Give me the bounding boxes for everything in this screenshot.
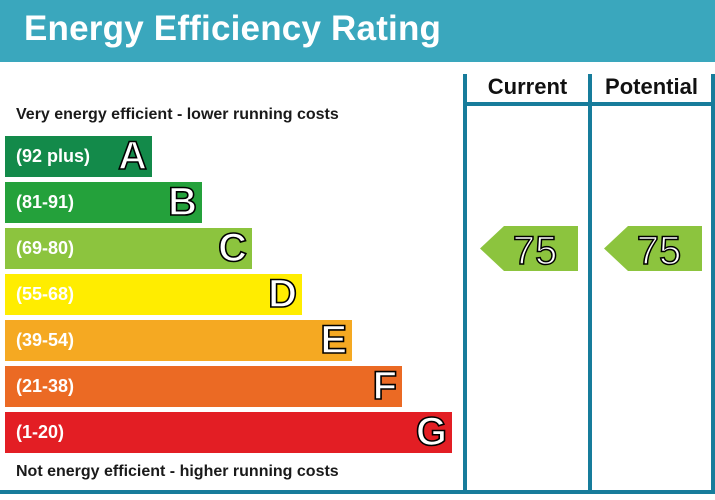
- potential-rating-arrow: 75: [604, 226, 702, 271]
- band-e: (39-54) E: [4, 317, 353, 363]
- band-b: (81-91) B: [4, 179, 203, 225]
- band-letter: C: [217, 225, 247, 271]
- band-range-label: (55-68): [16, 284, 75, 304]
- column-header-potential: Potential: [605, 74, 698, 99]
- band-f: (21-38) F: [4, 363, 403, 409]
- band-range-label: (69-80): [16, 238, 75, 258]
- band-range-label: (1-20): [16, 422, 65, 442]
- band-letter: A: [117, 133, 147, 179]
- bottom-caption: Not energy efficient - higher running co…: [16, 463, 339, 480]
- band-range-label: (92 plus): [16, 146, 91, 166]
- current-rating-value: 75: [513, 229, 558, 271]
- band-letter: D: [267, 271, 297, 317]
- band-g: (1-20) G: [4, 409, 453, 455]
- band-a: (92 plus) A: [4, 133, 153, 179]
- grid-line-left: [463, 74, 467, 494]
- band-letter: E: [320, 317, 348, 363]
- band-letter: G: [415, 409, 448, 455]
- current-rating-arrow: 75: [480, 226, 578, 271]
- potential-rating-arrow-shape: [604, 226, 702, 271]
- current-rating-arrow-shape: [480, 226, 578, 271]
- column-header-current: Current: [487, 74, 568, 99]
- band-range-label: (39-54): [16, 330, 75, 350]
- chart-title: Energy Efficiency Rating: [24, 9, 442, 48]
- band-c: (69-80) C: [4, 225, 253, 271]
- band-range-label: (81-91): [16, 192, 75, 212]
- band-d: (55-68) D: [4, 271, 303, 317]
- top-caption: Very energy efficient - lower running co…: [16, 106, 339, 123]
- band-letter: F: [372, 363, 398, 409]
- band-letter: B: [167, 179, 197, 225]
- band-range-label: (21-38): [16, 376, 75, 396]
- grid-line-bottom: [0, 490, 715, 494]
- grid-line-middle: [588, 74, 592, 494]
- potential-rating-value: 75: [637, 229, 682, 271]
- grid-line-header: [463, 102, 715, 106]
- header-bar: Energy Efficiency Rating: [0, 0, 715, 62]
- grid-line-right: [711, 74, 715, 494]
